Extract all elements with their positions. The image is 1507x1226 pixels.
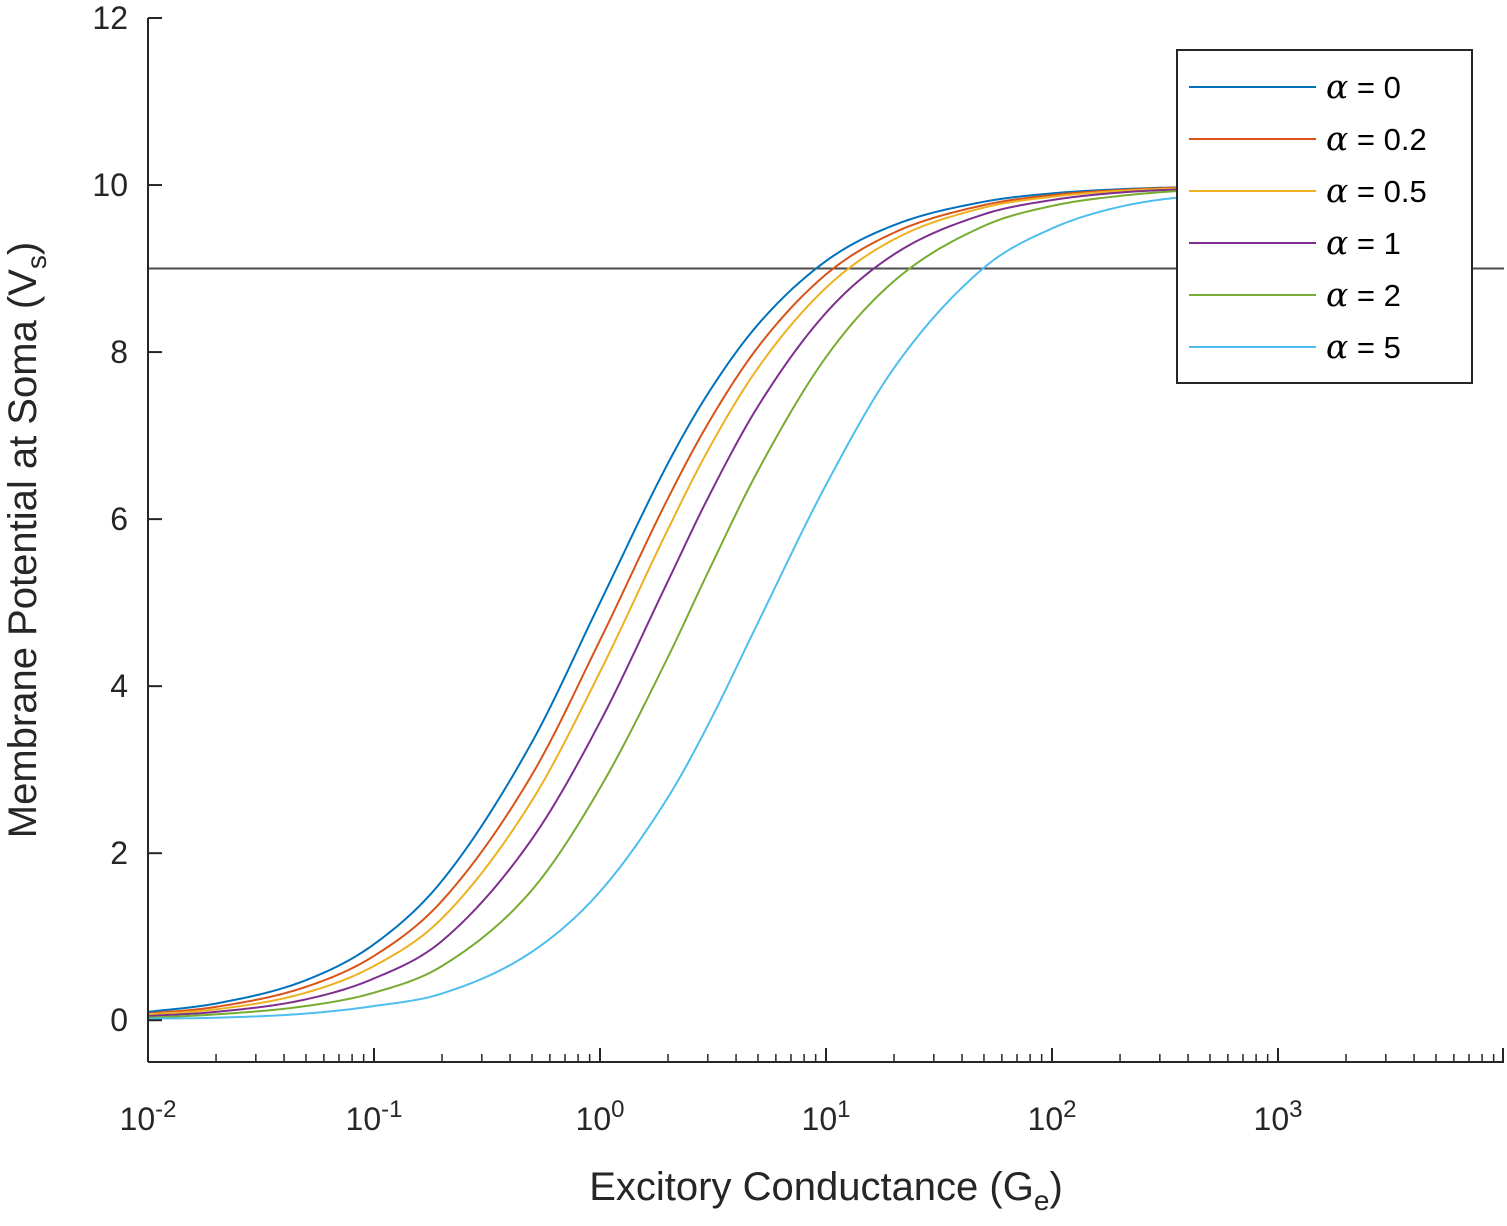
x-tick-label: 10-1 — [346, 1096, 403, 1138]
x-tick-label: 101 — [802, 1096, 851, 1138]
y-tick-label: 0 — [110, 1002, 128, 1038]
legend-label: α = 2 — [1326, 275, 1401, 314]
series-line-4 — [148, 186, 1279, 1019]
legend-label: α = 0.5 — [1326, 171, 1427, 210]
legend-item: α = 5 — [1189, 327, 1401, 366]
y-tick-label: 12 — [92, 0, 128, 36]
x-tick-label: 100 — [576, 1096, 625, 1138]
series-line-3 — [148, 185, 1279, 1018]
x-major-ticks — [147, 1048, 1504, 1062]
y-ticks — [148, 17, 162, 1022]
x-axis-title: Excitory Conductance (Ge) — [589, 1165, 1063, 1216]
legend-item: α = 0.2 — [1189, 119, 1427, 158]
x-tick-label: 10-2 — [120, 1096, 177, 1138]
series-line-2 — [148, 184, 1279, 1016]
x-minor-ticks — [215, 1054, 1495, 1062]
y-tick-label: 2 — [110, 835, 128, 871]
legend-box — [1176, 49, 1473, 384]
legend-label: α = 0.2 — [1326, 119, 1427, 158]
y-tick-label: 10 — [92, 167, 128, 203]
legend: α = 0 α = 0.2 α = 0.5 α = 1 α = 2 α = 5 — [1176, 49, 1473, 384]
y-tick-labels: 0 2 4 6 8 10 12 — [92, 0, 128, 1038]
y-tick-label: 6 — [110, 501, 128, 537]
legend-items: α = 0 α = 0.2 α = 0.5 α = 1 α = 2 α = 5 — [1189, 67, 1427, 366]
legend-label: α = 5 — [1326, 327, 1401, 366]
legend-label: α = 1 — [1326, 223, 1401, 262]
legend-label: α = 0 — [1326, 67, 1401, 106]
series-line-1 — [148, 184, 1279, 1015]
legend-item: α = 0 — [1189, 67, 1401, 106]
series-line-0 — [148, 184, 1279, 1013]
legend-item: α = 0.5 — [1189, 171, 1427, 210]
series-layer — [148, 184, 1279, 1020]
legend-item: α = 2 — [1189, 275, 1401, 314]
y-tick-label: 4 — [110, 668, 128, 704]
legend-item: α = 1 — [1189, 223, 1401, 262]
series-line-5 — [148, 189, 1279, 1020]
x-tick-label: 103 — [1254, 1096, 1303, 1138]
y-tick-label: 8 — [110, 334, 128, 370]
y-axis-title: Membrane Potential at Soma (Vs) — [1, 242, 52, 839]
x-tick-label: 102 — [1028, 1096, 1077, 1138]
x-tick-labels: 10-2 10-1 100 101 102 103 — [120, 1096, 1303, 1138]
